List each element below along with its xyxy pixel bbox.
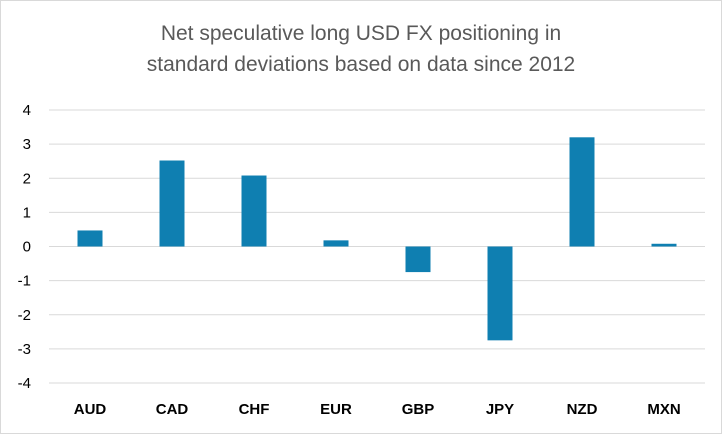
gridlines bbox=[49, 109, 705, 384]
y-axis: 4 3 2 1 0 -1 -2 -3 -4 bbox=[18, 102, 31, 392]
x-tick-label: MXN bbox=[647, 401, 680, 418]
x-tick-label: CAD bbox=[156, 401, 189, 418]
chart-title-line-1: Net speculative long USD FX positioning … bbox=[160, 22, 562, 45]
x-tick-label: NZD bbox=[567, 401, 598, 418]
bar-chf bbox=[241, 175, 267, 247]
y-tick-label: 2 bbox=[23, 170, 31, 187]
x-tick-label: CHF bbox=[239, 401, 270, 418]
y-tick-label: -4 bbox=[18, 375, 31, 392]
x-tick-label: AUD bbox=[74, 401, 107, 418]
y-tick-label: -3 bbox=[18, 341, 31, 358]
bar-eur bbox=[323, 240, 349, 247]
x-axis: AUD CAD CHF EUR GBP JPY NZD MXN bbox=[74, 401, 681, 418]
bar-mxn bbox=[651, 243, 677, 247]
x-tick-label: JPY bbox=[486, 401, 514, 418]
bar-aud bbox=[77, 230, 103, 247]
y-tick-label: 4 bbox=[23, 102, 31, 119]
y-tick-label: -1 bbox=[18, 273, 31, 290]
bar-gbp bbox=[405, 246, 431, 273]
y-tick-label: -2 bbox=[18, 307, 31, 324]
bar-jpy bbox=[487, 246, 513, 341]
bar-cad bbox=[159, 160, 185, 247]
chart-title-line-2: standard deviations based on data since … bbox=[146, 53, 576, 76]
chart-title: Net speculative long USD FX positioning … bbox=[0, 18, 722, 80]
x-tick-label: EUR bbox=[320, 401, 352, 418]
bars bbox=[77, 137, 677, 341]
y-tick-label: 3 bbox=[23, 136, 31, 153]
x-tick-label: GBP bbox=[402, 401, 435, 418]
y-tick-label: 0 bbox=[23, 239, 31, 256]
bar-nzd bbox=[569, 137, 595, 247]
y-tick-label: 1 bbox=[23, 204, 31, 221]
